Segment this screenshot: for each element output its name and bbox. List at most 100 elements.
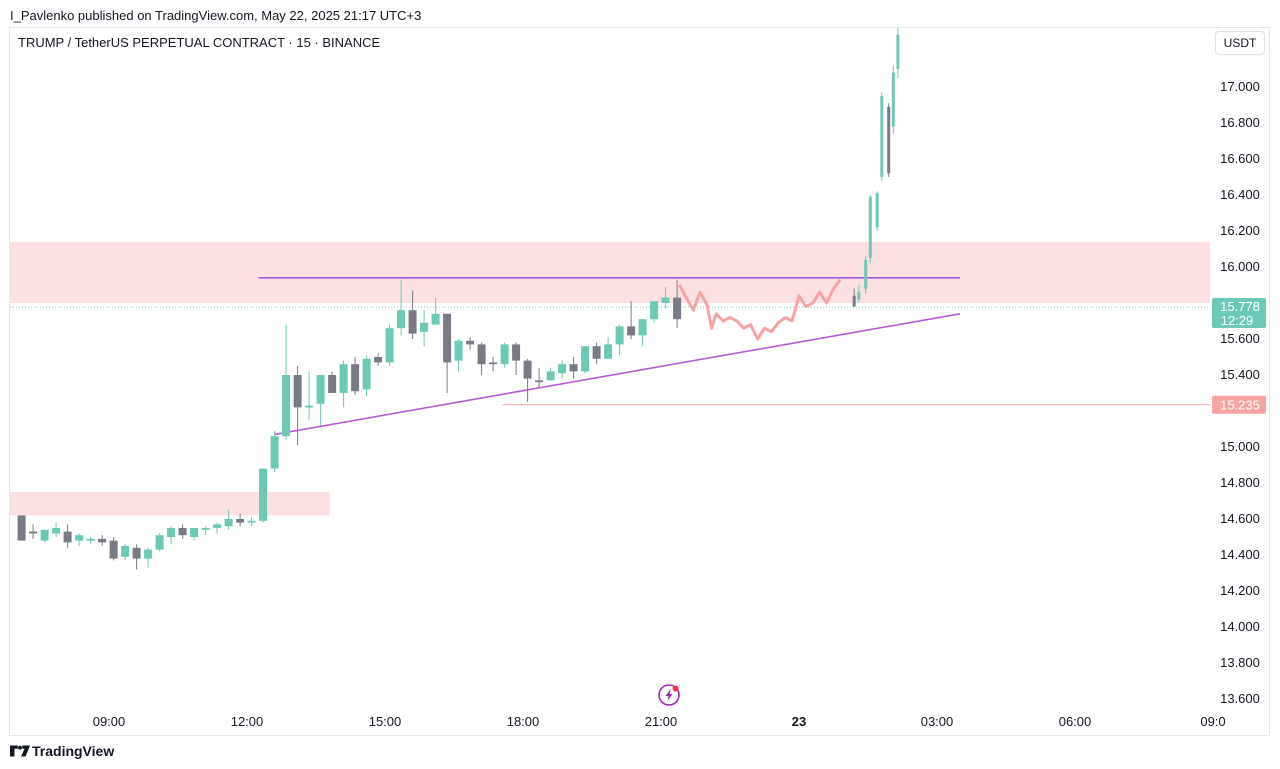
candle-body <box>236 519 245 523</box>
candle-body <box>132 547 141 559</box>
level-badge <box>1212 395 1266 414</box>
breakout-candle-body <box>891 72 895 127</box>
candle-body <box>661 297 670 303</box>
candle-body <box>86 538 95 541</box>
tradingview-logo-icon <box>10 745 30 757</box>
last-price-value: 15.778 <box>1220 299 1260 314</box>
candle-body <box>293 375 302 408</box>
last-price-badge <box>1212 297 1266 328</box>
chart-frame[interactable] <box>9 27 1270 736</box>
candle-body <box>328 375 337 393</box>
price-tick-label: 16.600 <box>1220 151 1260 166</box>
candle-countdown: 12:29 <box>1221 313 1254 328</box>
price-tick-label: 14.200 <box>1220 583 1260 598</box>
candle-body <box>224 519 233 527</box>
candle-body <box>40 529 49 541</box>
candle-body <box>17 515 26 541</box>
time-tick-label: 15:00 <box>369 714 402 729</box>
trend-line <box>274 313 961 436</box>
candle-body <box>63 531 72 543</box>
price-tick-label: 14.600 <box>1220 511 1260 526</box>
candle-body <box>558 364 567 374</box>
flash-icon[interactable] <box>658 684 680 706</box>
candle-body <box>592 346 601 359</box>
candle-body <box>121 546 130 557</box>
candle-body <box>351 364 360 392</box>
candles-layer <box>17 279 682 570</box>
candle-body <box>259 468 268 521</box>
candle-body <box>316 375 325 404</box>
candle-body <box>523 360 532 379</box>
candle-body <box>408 310 417 334</box>
price-tick-label: 17.000 <box>1220 79 1260 94</box>
candle-body <box>305 405 314 408</box>
price-tick-label: 13.800 <box>1220 655 1260 670</box>
price-tick-label: 13.600 <box>1220 691 1260 706</box>
level-value: 15.235 <box>1220 398 1260 413</box>
time-tick-label: 03:00 <box>921 714 954 729</box>
candle-body <box>535 380 544 383</box>
candle-body <box>431 313 440 325</box>
time-axis: 09:00 12:00 15:00 18:00 21:00 23 03:00 06:00 09:… <box>93 714 1226 729</box>
candle-body <box>454 340 463 361</box>
breakout-candle-body <box>852 295 856 307</box>
price-tick-label: 15.600 <box>1220 331 1260 346</box>
price-tick-label: 16.800 <box>1220 115 1260 130</box>
candle-body <box>75 535 84 541</box>
candle-body <box>397 310 406 329</box>
candle-body <box>420 322 429 332</box>
time-tick-label: 09:0 <box>1200 714 1225 729</box>
price-tick-label: 14.400 <box>1220 547 1260 562</box>
candle-body <box>270 436 279 469</box>
candle-body <box>615 326 624 345</box>
candle-body <box>638 319 647 336</box>
currency-button[interactable]: USDT <box>1215 31 1265 55</box>
candle-body <box>500 344 509 365</box>
price-tick-label: 14.800 <box>1220 475 1260 490</box>
time-tick-label: 09:00 <box>93 714 126 729</box>
time-tick-label: 18:00 <box>507 714 540 729</box>
published-caption: I_Pavlenko published on TradingView.com,… <box>10 8 422 23</box>
candle-body <box>29 531 38 534</box>
candle-body <box>247 520 256 523</box>
candle-body <box>581 346 590 372</box>
breakout-candle-body <box>880 96 884 177</box>
price-tick-label: 15.400 <box>1220 367 1260 382</box>
candle-body <box>109 540 118 559</box>
candle-body <box>569 364 578 372</box>
projection-path <box>678 278 842 341</box>
price-tick-label: 14.000 <box>1220 619 1260 634</box>
candle-body <box>673 297 682 320</box>
candle-body <box>144 549 153 559</box>
candle-body <box>155 535 164 550</box>
zone-1 <box>10 492 330 516</box>
price-tick-label: 16.400 <box>1220 187 1260 202</box>
candle-body <box>489 362 498 365</box>
price-tick-label: 16.000 <box>1220 259 1260 274</box>
candle-body <box>443 313 452 363</box>
candle-body <box>650 301 659 320</box>
time-tick-label: 12:00 <box>231 714 264 729</box>
price-axis: 17.000 16.800 16.600 16.400 16.200 16.000 15.6… <box>1220 79 1260 706</box>
candle-body <box>627 326 636 336</box>
drawings-layer <box>10 276 1210 436</box>
candle-body <box>466 340 475 345</box>
breakout-layer <box>852 27 900 307</box>
candle-body <box>477 344 486 365</box>
candle-body <box>546 371 555 381</box>
tradingview-logo: TradingView <box>10 743 114 759</box>
candle-body <box>201 528 210 530</box>
candle-body <box>374 357 383 363</box>
price-tick-label: 15.000 <box>1220 439 1260 454</box>
candle-body <box>362 358 371 390</box>
projection-layer <box>678 278 842 341</box>
breakout-candle-body <box>875 193 879 228</box>
candle-body <box>190 528 199 537</box>
breakout-candle-body <box>887 106 891 174</box>
candle-body <box>282 375 291 437</box>
breakout-candle-body <box>857 292 861 300</box>
candle-body <box>178 528 187 536</box>
candle-body <box>385 328 394 363</box>
